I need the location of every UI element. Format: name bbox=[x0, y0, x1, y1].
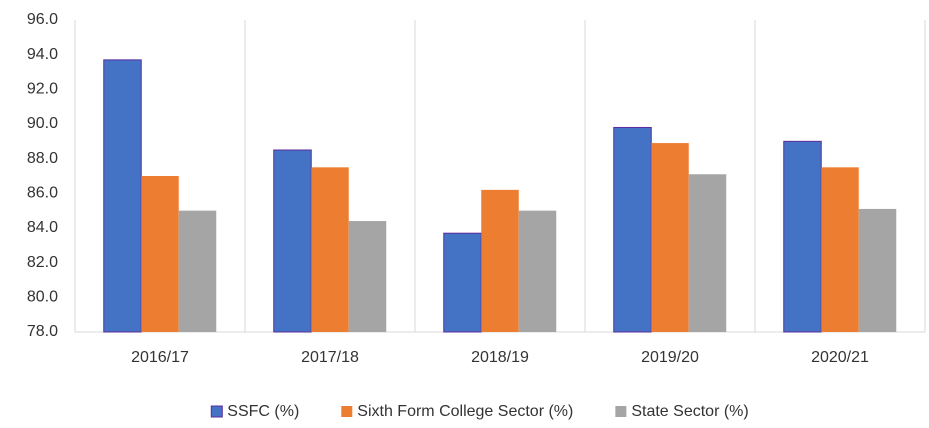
y-tick-label: 88.0 bbox=[27, 150, 58, 167]
y-tick-label: 80.0 bbox=[27, 289, 58, 306]
legend-label: SSFC (%) bbox=[227, 403, 299, 420]
y-tick-label: 82.0 bbox=[27, 254, 58, 271]
y-tick-label: 94.0 bbox=[27, 46, 58, 63]
y-tick-label: 90.0 bbox=[27, 115, 58, 132]
x-tick-label: 2018/19 bbox=[471, 349, 529, 366]
bar bbox=[311, 167, 349, 332]
y-tick-label: 84.0 bbox=[27, 219, 58, 236]
bar bbox=[141, 176, 179, 332]
bar bbox=[613, 126, 652, 333]
y-tick-label: 92.0 bbox=[27, 81, 58, 98]
legend-swatch bbox=[210, 405, 223, 418]
bar bbox=[688, 174, 727, 332]
bar bbox=[858, 208, 897, 332]
x-tick-label: 2019/20 bbox=[641, 349, 699, 366]
bar bbox=[273, 149, 312, 333]
legend-swatch bbox=[341, 406, 353, 417]
bar bbox=[518, 210, 557, 332]
bar bbox=[348, 221, 387, 332]
bar bbox=[481, 189, 519, 332]
y-tick-label: 96.0 bbox=[27, 11, 58, 28]
x-tick-label: 2016/17 bbox=[131, 349, 189, 366]
bar bbox=[443, 232, 482, 333]
legend-swatch bbox=[615, 406, 627, 417]
bar bbox=[821, 167, 859, 332]
y-tick-label: 78.0 bbox=[27, 323, 58, 340]
bar bbox=[103, 59, 142, 333]
x-tick-label: 2017/18 bbox=[301, 349, 359, 366]
bar bbox=[178, 210, 217, 332]
y-tick-label: 86.0 bbox=[27, 185, 58, 202]
bar bbox=[651, 143, 689, 332]
x-tick-label: 2020/21 bbox=[811, 349, 869, 366]
legend-label: State Sector (%) bbox=[631, 403, 748, 420]
legend-label: Sixth Form College Sector (%) bbox=[357, 403, 573, 420]
bar bbox=[783, 140, 822, 333]
